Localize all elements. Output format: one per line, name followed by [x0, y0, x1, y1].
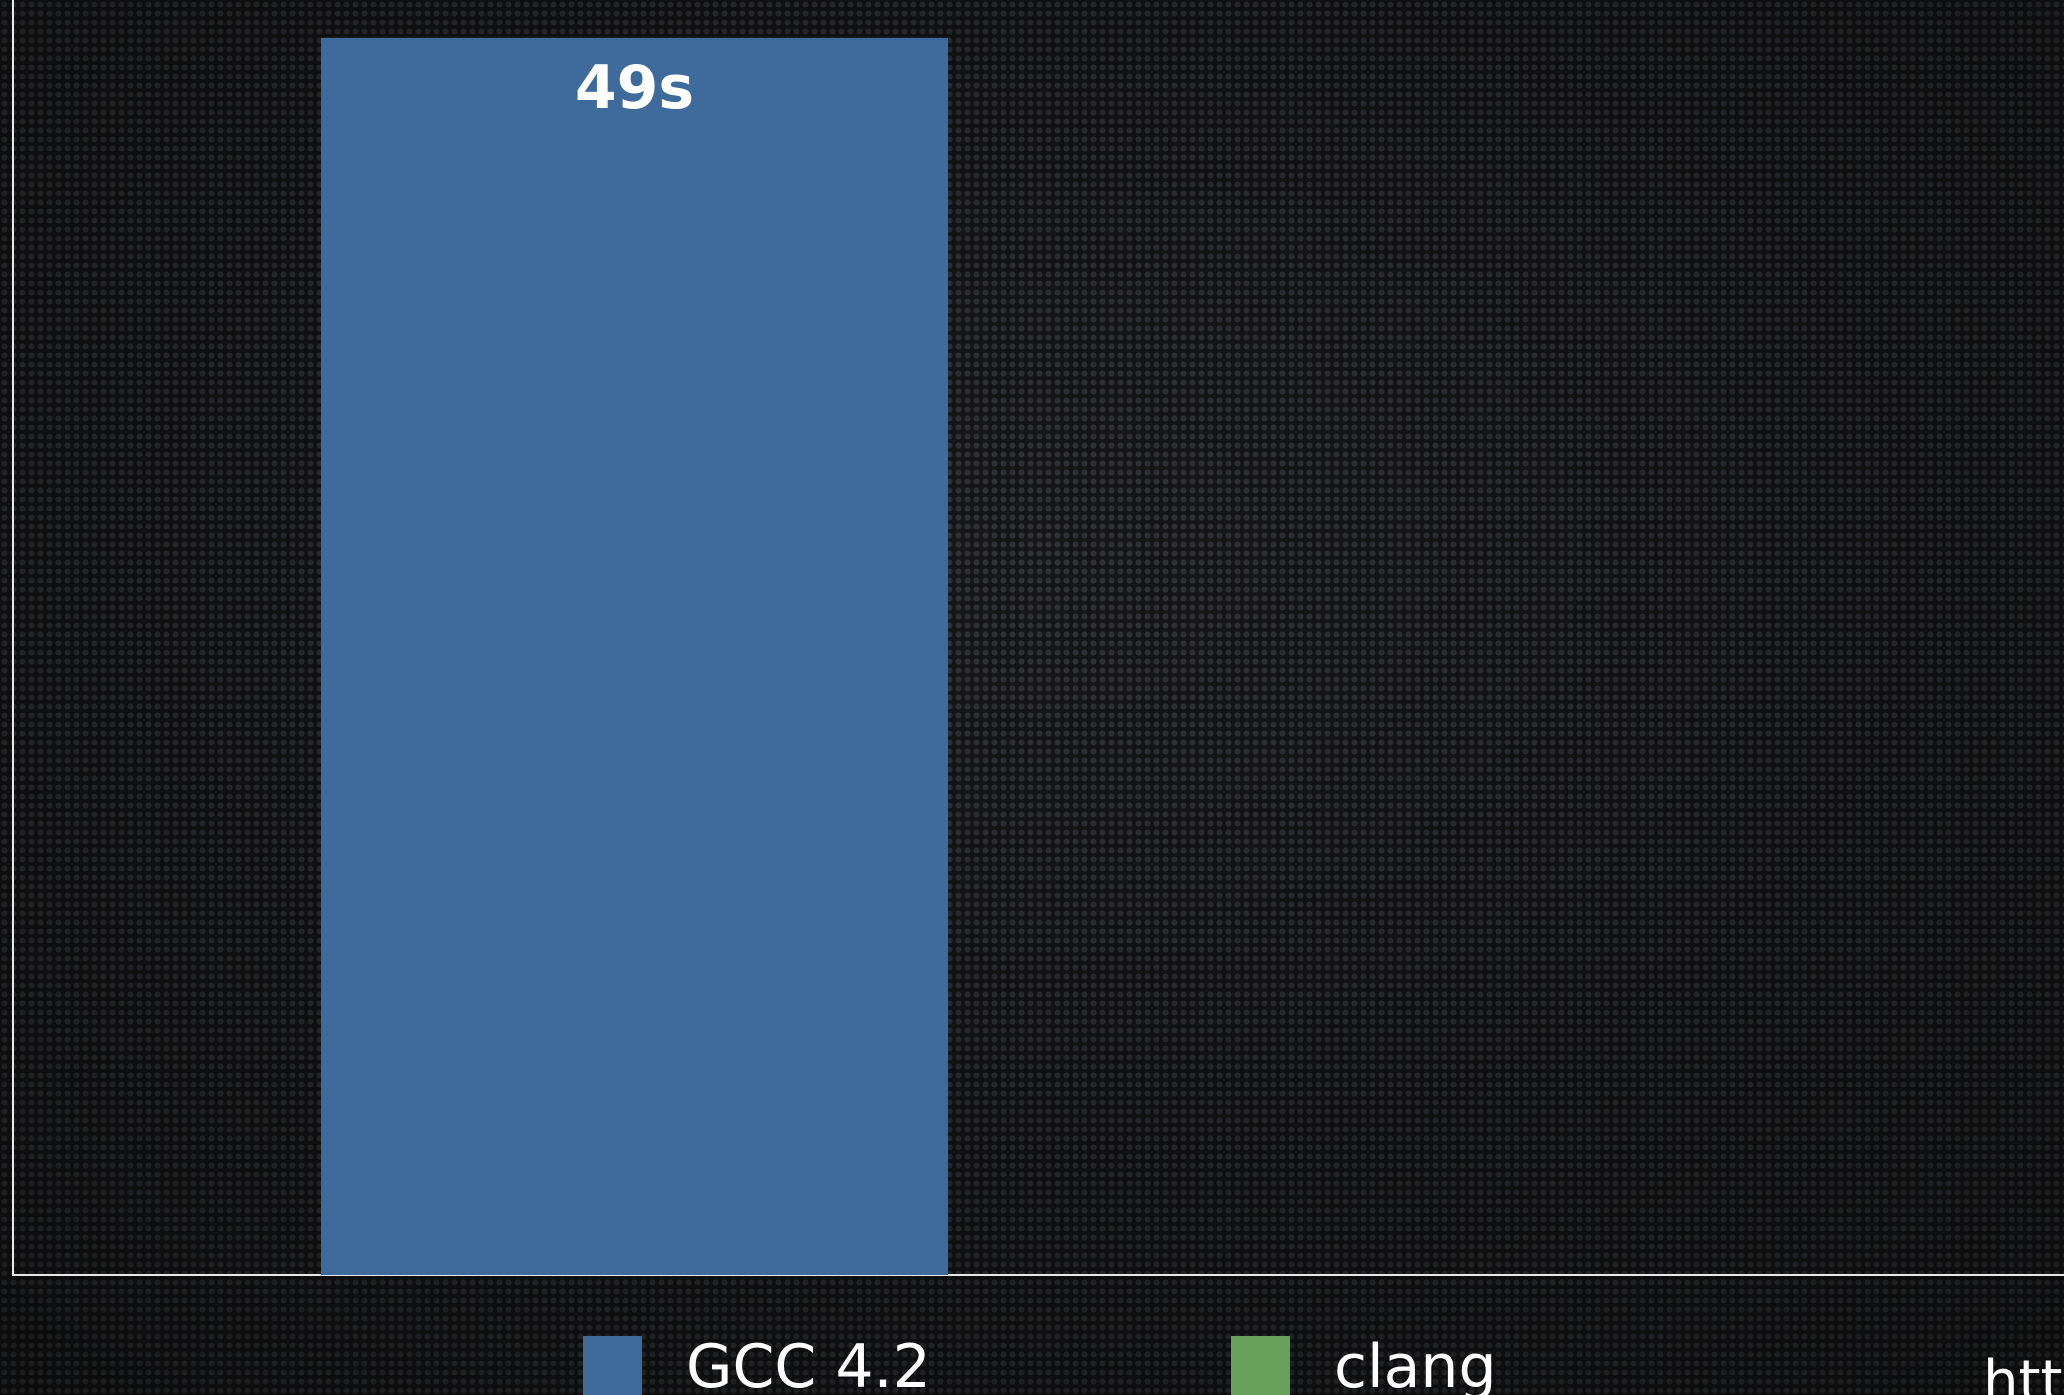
value-label: 49s — [575, 53, 694, 123]
legend-swatch — [1231, 1336, 1290, 1395]
legend-label: GCC 4.2 — [686, 1332, 931, 1395]
legend-swatch — [583, 1336, 642, 1395]
bar — [321, 37, 948, 1275]
legend-label: clang — [1334, 1332, 1497, 1395]
footer-text: htt — [1983, 1349, 2062, 1395]
